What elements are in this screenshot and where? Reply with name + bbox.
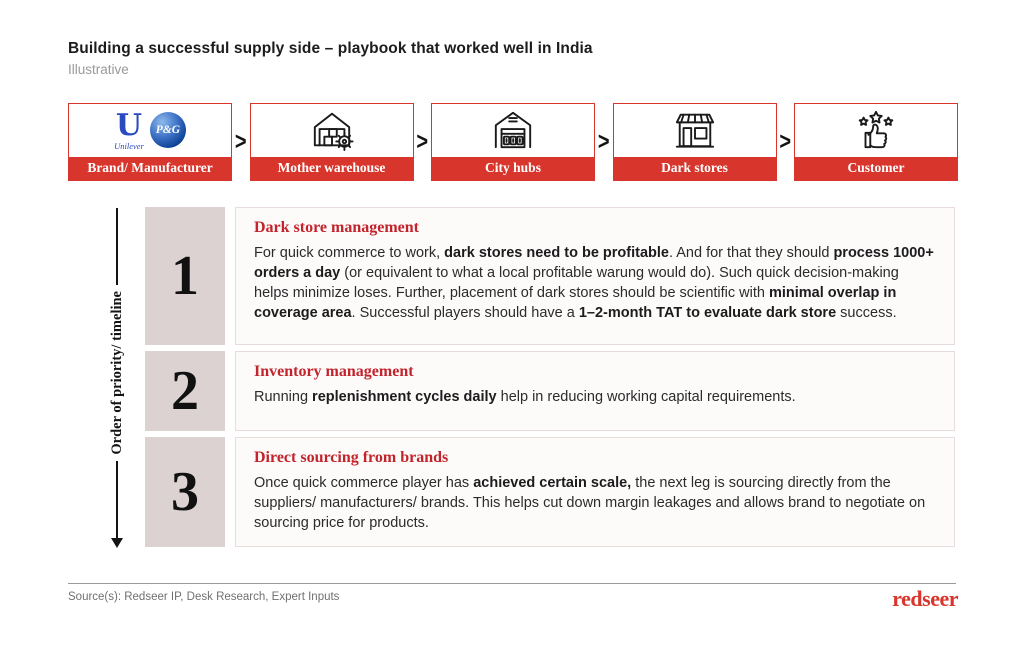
unilever-logo: U Unilever xyxy=(114,107,144,151)
flow-label-city-hubs: City hubs xyxy=(432,156,594,180)
footer-divider xyxy=(68,583,956,584)
storefront-icon xyxy=(675,114,714,149)
section-heading: Direct sourcing from brands xyxy=(254,449,449,466)
section-heading: Inventory management xyxy=(254,363,414,380)
axis-line-top xyxy=(116,208,118,286)
flow-label-customer: Customer xyxy=(795,156,957,180)
chevron-right-icon: > xyxy=(597,127,610,156)
section-row-3: 3 Direct sourcing from brands Once quick… xyxy=(145,437,955,547)
section-row-1: 1 Dark store management For quick commer… xyxy=(145,207,955,345)
pg-logo: P&G xyxy=(149,112,186,149)
thumbs-up-stars-icon xyxy=(858,111,894,149)
section-content: Dark store management For quick commerce… xyxy=(235,207,955,345)
flow-node-city-hubs: City hubs xyxy=(431,103,595,181)
page-title: Building a successful supply side – play… xyxy=(68,40,593,57)
axis-line-bottom xyxy=(116,460,118,538)
priority-timeline-axis: Order of priority/ timeline xyxy=(97,208,137,548)
section-heading: Dark store management xyxy=(254,219,420,236)
flow-label-dark-stores: Dark stores xyxy=(613,156,776,180)
flow-label-mother-warehouse: Mother warehouse xyxy=(250,156,413,180)
arrow-down-icon xyxy=(111,538,123,548)
warehouse-gear-icon xyxy=(313,113,353,152)
section-body: Running replenishment cycles daily help … xyxy=(254,389,796,405)
flow-node-brand-manufacturer: U Unilever P&G Brand/ Manufacturer xyxy=(68,103,232,181)
section-number: 3 xyxy=(145,437,225,547)
section-body: For quick commerce to work, dark stores … xyxy=(254,245,934,321)
flow-node-customer: Customer xyxy=(794,103,958,181)
section-row-2: 2 Inventory management Running replenish… xyxy=(145,351,955,431)
section-body: Once quick commerce player has achieved … xyxy=(254,475,926,531)
section-number: 1 xyxy=(145,207,225,345)
page-subtitle: Illustrative xyxy=(68,62,129,77)
header: Building a successful supply side – play… xyxy=(68,40,593,77)
supply-chain-flow: U Unilever P&G Brand/ Manufacturer > xyxy=(68,103,958,181)
chevron-right-icon: > xyxy=(416,127,429,156)
source-note: Source(s): Redseer IP, Desk Research, Ex… xyxy=(68,591,340,603)
city-hub-icon xyxy=(494,112,532,149)
flow-node-dark-stores: Dark stores xyxy=(612,103,777,181)
chevron-right-icon: > xyxy=(779,127,792,156)
section-content: Direct sourcing from brands Once quick c… xyxy=(235,437,955,547)
flow-node-mother-warehouse: Mother warehouse xyxy=(249,103,414,181)
flow-label-brand-manufacturer: Brand/ Manufacturer xyxy=(69,156,231,180)
section-content: Inventory management Running replenishme… xyxy=(235,351,955,431)
redseer-logo: redseer xyxy=(892,586,958,611)
axis-label: Order of priority/ timeline xyxy=(108,291,125,455)
chevron-right-icon: > xyxy=(234,127,247,156)
section-number: 2 xyxy=(145,351,225,431)
